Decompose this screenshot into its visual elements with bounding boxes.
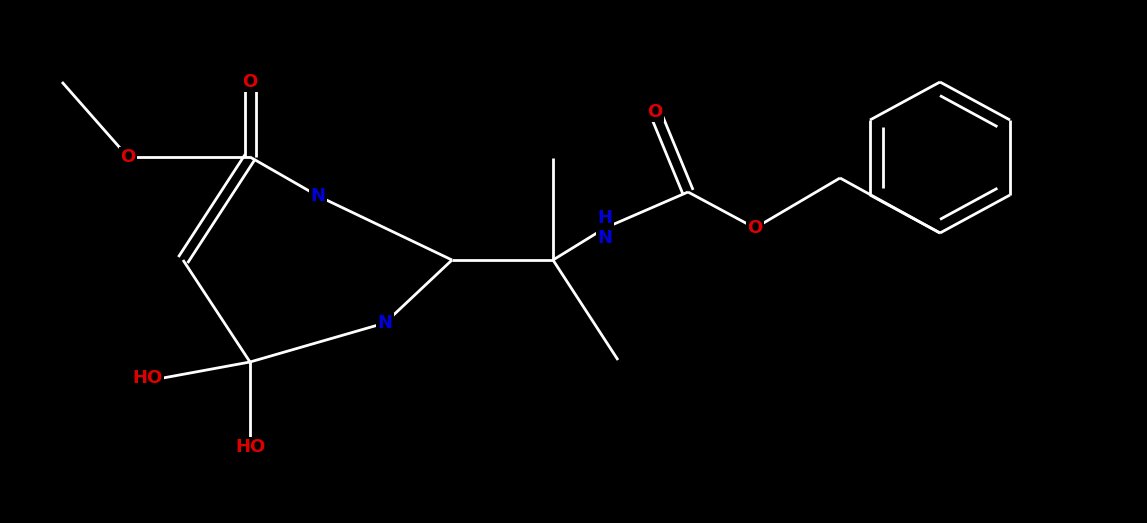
Text: O: O: [748, 219, 763, 237]
Text: O: O: [647, 103, 663, 121]
Text: O: O: [120, 148, 135, 166]
Text: HO: HO: [235, 438, 265, 456]
Text: HO: HO: [133, 369, 163, 387]
Text: H
N: H N: [598, 209, 612, 247]
Text: O: O: [242, 73, 258, 91]
Text: N: N: [377, 314, 392, 332]
Text: N: N: [311, 187, 326, 205]
